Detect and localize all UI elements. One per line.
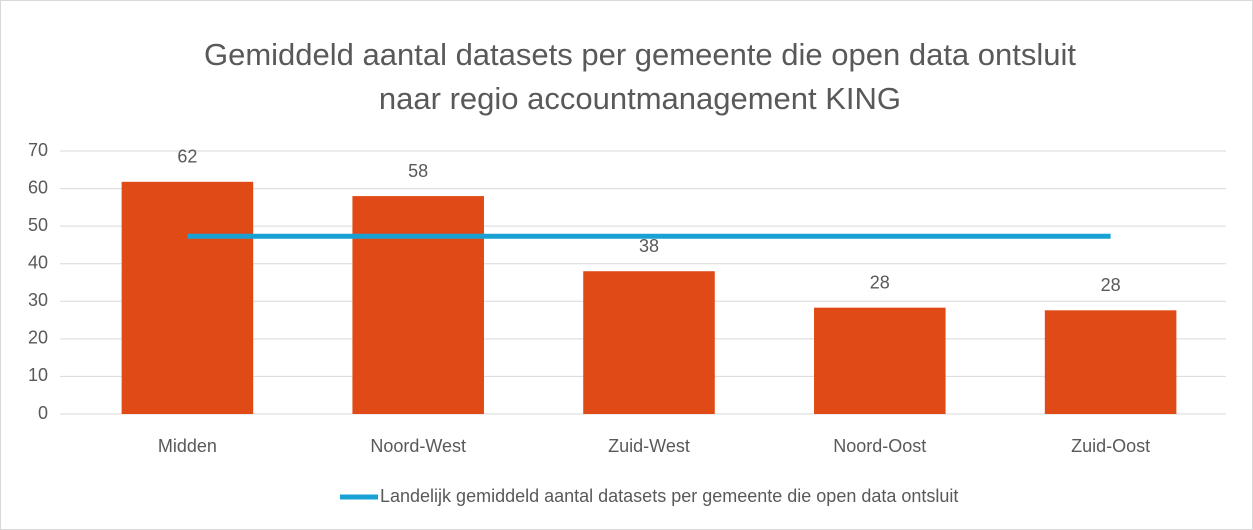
y-tick-label: 70	[28, 140, 48, 160]
x-tick-label: Noord-West	[370, 436, 466, 456]
data-label: 58	[408, 161, 428, 181]
x-tick-label: Noord-Oost	[833, 436, 926, 456]
x-tick-label: Zuid-Oost	[1071, 436, 1150, 456]
bar	[583, 271, 715, 414]
y-tick-label: 0	[38, 403, 48, 423]
bar	[814, 307, 946, 414]
chart-title: Gemiddeld aantal datasets per gemeente d…	[204, 37, 1076, 72]
bar	[352, 196, 484, 414]
y-tick-label: 40	[28, 252, 48, 272]
data-label: 38	[639, 236, 659, 256]
y-tick-label: 50	[28, 215, 48, 235]
chart-title: naar regio accountmanagement KING	[379, 81, 901, 116]
y-tick-label: 20	[28, 328, 48, 348]
y-tick-label: 60	[28, 177, 48, 197]
x-tick-label: Zuid-West	[608, 436, 690, 456]
y-tick-label: 10	[28, 365, 48, 385]
x-tick-label: Midden	[158, 436, 217, 456]
bar	[121, 181, 254, 414]
data-label: 28	[1101, 275, 1121, 295]
y-tick-label: 30	[28, 290, 48, 310]
bar	[1044, 310, 1177, 414]
legend-label: Landelijk gemiddeld aantal datasets per …	[380, 486, 958, 506]
data-label: 28	[870, 272, 890, 292]
data-label: 62	[177, 147, 197, 167]
